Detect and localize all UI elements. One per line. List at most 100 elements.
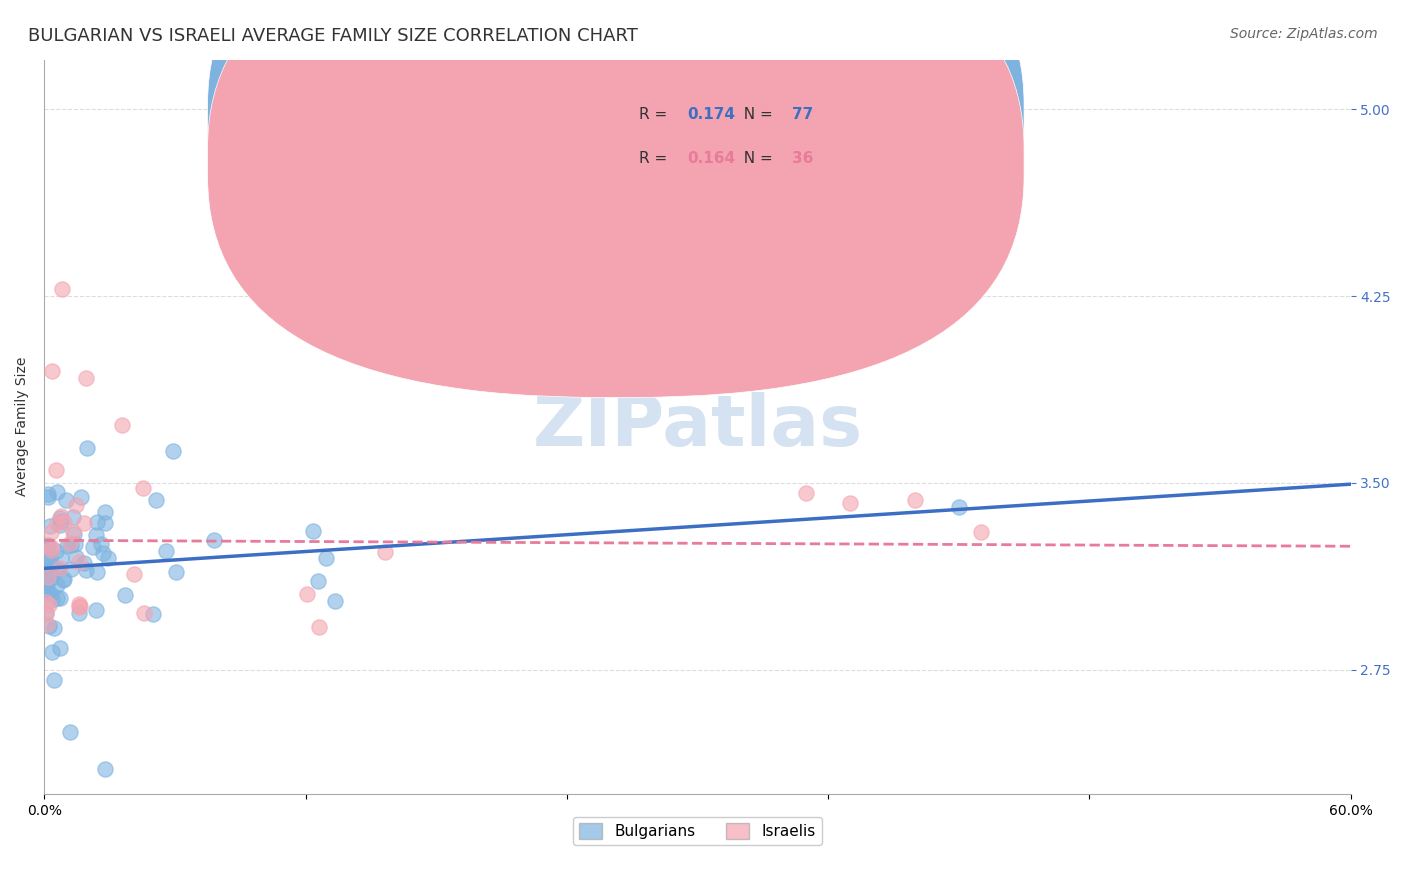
Text: 77: 77 bbox=[792, 107, 813, 122]
Point bbox=[381, 799, 404, 814]
Point bbox=[35, 595, 58, 609]
Point bbox=[76, 442, 98, 456]
Point bbox=[84, 603, 107, 617]
Point bbox=[145, 493, 167, 508]
Point bbox=[39, 519, 62, 533]
Point bbox=[70, 490, 93, 504]
Point bbox=[39, 587, 62, 601]
Point bbox=[114, 589, 136, 603]
Point bbox=[55, 493, 77, 508]
Point bbox=[41, 645, 63, 659]
Point bbox=[838, 496, 860, 510]
Point bbox=[63, 527, 86, 541]
Point bbox=[53, 572, 76, 586]
Point bbox=[38, 598, 60, 612]
Point bbox=[62, 524, 84, 539]
Point bbox=[94, 762, 117, 776]
Text: R =: R = bbox=[638, 107, 672, 122]
Point bbox=[302, 524, 325, 538]
Point bbox=[72, 556, 94, 570]
Point bbox=[45, 462, 67, 476]
Point bbox=[69, 599, 91, 613]
Point bbox=[39, 524, 62, 539]
Point bbox=[35, 556, 58, 570]
Point bbox=[39, 543, 62, 558]
Point bbox=[60, 538, 83, 552]
Point bbox=[37, 540, 59, 554]
Point bbox=[132, 481, 155, 495]
Point bbox=[65, 537, 87, 551]
Point bbox=[45, 543, 67, 558]
Point bbox=[165, 565, 187, 579]
Point bbox=[142, 607, 165, 622]
Point bbox=[38, 619, 60, 633]
Legend: Bulgarians, Israelis: Bulgarians, Israelis bbox=[574, 817, 821, 845]
Point bbox=[37, 490, 59, 504]
Point bbox=[202, 533, 225, 548]
Point bbox=[53, 516, 76, 530]
Point bbox=[46, 562, 69, 576]
Point bbox=[37, 585, 59, 599]
Point bbox=[37, 565, 59, 579]
Point bbox=[39, 540, 62, 554]
Point bbox=[35, 559, 58, 574]
Point bbox=[82, 540, 104, 554]
Point bbox=[374, 545, 396, 559]
Text: BULGARIAN VS ISRAELI AVERAGE FAMILY SIZE CORRELATION CHART: BULGARIAN VS ISRAELI AVERAGE FAMILY SIZE… bbox=[28, 27, 638, 45]
Point bbox=[307, 574, 329, 588]
Point bbox=[67, 607, 90, 621]
Point bbox=[90, 537, 112, 551]
Point bbox=[41, 593, 63, 607]
Point bbox=[49, 511, 72, 525]
Point bbox=[97, 551, 120, 566]
Point bbox=[969, 524, 991, 539]
Y-axis label: Average Family Size: Average Family Size bbox=[15, 357, 30, 497]
Point bbox=[67, 555, 90, 569]
Point bbox=[67, 597, 90, 611]
Point bbox=[59, 562, 82, 576]
Point bbox=[35, 606, 58, 620]
Point bbox=[67, 600, 90, 615]
Point bbox=[308, 620, 330, 634]
Point bbox=[39, 558, 62, 572]
Point bbox=[45, 516, 67, 530]
Point bbox=[75, 371, 97, 385]
Point bbox=[35, 570, 58, 584]
Point bbox=[56, 539, 79, 553]
Point bbox=[41, 364, 63, 378]
Point bbox=[94, 516, 117, 531]
Point bbox=[49, 508, 72, 523]
Point bbox=[49, 514, 72, 528]
Point bbox=[84, 528, 107, 542]
Text: N =: N = bbox=[734, 152, 778, 166]
Point bbox=[948, 500, 970, 515]
Point bbox=[37, 541, 59, 556]
Point bbox=[42, 673, 65, 687]
Point bbox=[49, 518, 72, 533]
Point bbox=[49, 640, 72, 655]
Point bbox=[94, 505, 117, 519]
Point bbox=[65, 550, 87, 565]
Point bbox=[45, 578, 67, 592]
Point bbox=[794, 486, 817, 500]
Point bbox=[35, 606, 58, 620]
Point bbox=[52, 574, 75, 588]
Point bbox=[323, 594, 346, 608]
Point bbox=[111, 418, 134, 433]
Point bbox=[62, 510, 84, 524]
Text: N =: N = bbox=[734, 107, 778, 122]
Point bbox=[315, 550, 337, 565]
Point bbox=[39, 552, 62, 566]
Point bbox=[37, 569, 59, 583]
Point bbox=[48, 560, 70, 574]
Point bbox=[39, 571, 62, 585]
Point bbox=[75, 562, 97, 576]
Point bbox=[35, 580, 58, 594]
Point bbox=[122, 566, 145, 581]
Point bbox=[46, 485, 69, 500]
Point bbox=[51, 282, 73, 296]
Point bbox=[46, 591, 69, 606]
Point bbox=[91, 546, 114, 560]
Point bbox=[35, 571, 58, 585]
Text: 0.164: 0.164 bbox=[688, 152, 735, 166]
